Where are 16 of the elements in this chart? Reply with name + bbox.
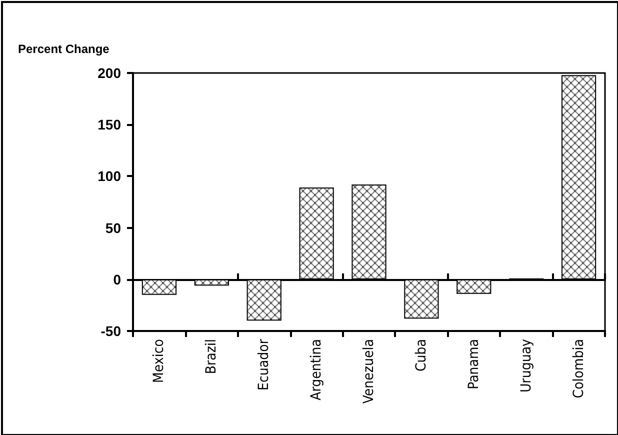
y-axis-title: Percent Change (18, 42, 110, 56)
x-tick-label: Venezuela (361, 339, 377, 404)
y-tick-label: 200 (98, 65, 122, 81)
y-tick-label: 50 (105, 220, 122, 236)
x-tick-label: Cuba (413, 339, 430, 372)
x-tick-label: Panama (466, 339, 482, 390)
y-tick-label: 100 (98, 168, 122, 184)
x-tick-label: Colombia (570, 339, 587, 398)
y-tick-label: 0 (113, 271, 122, 288)
y-tick-label: 150 (98, 116, 122, 133)
y-tick-label: -50 (100, 323, 122, 339)
x-tick-label: Mexico (151, 338, 168, 383)
x-tick-label: Ecuador (256, 338, 272, 390)
x-tick-label: Uruguay (518, 338, 534, 393)
x-tick-label: Brazil (204, 339, 220, 374)
x-tick-label: Argentina (308, 339, 325, 400)
